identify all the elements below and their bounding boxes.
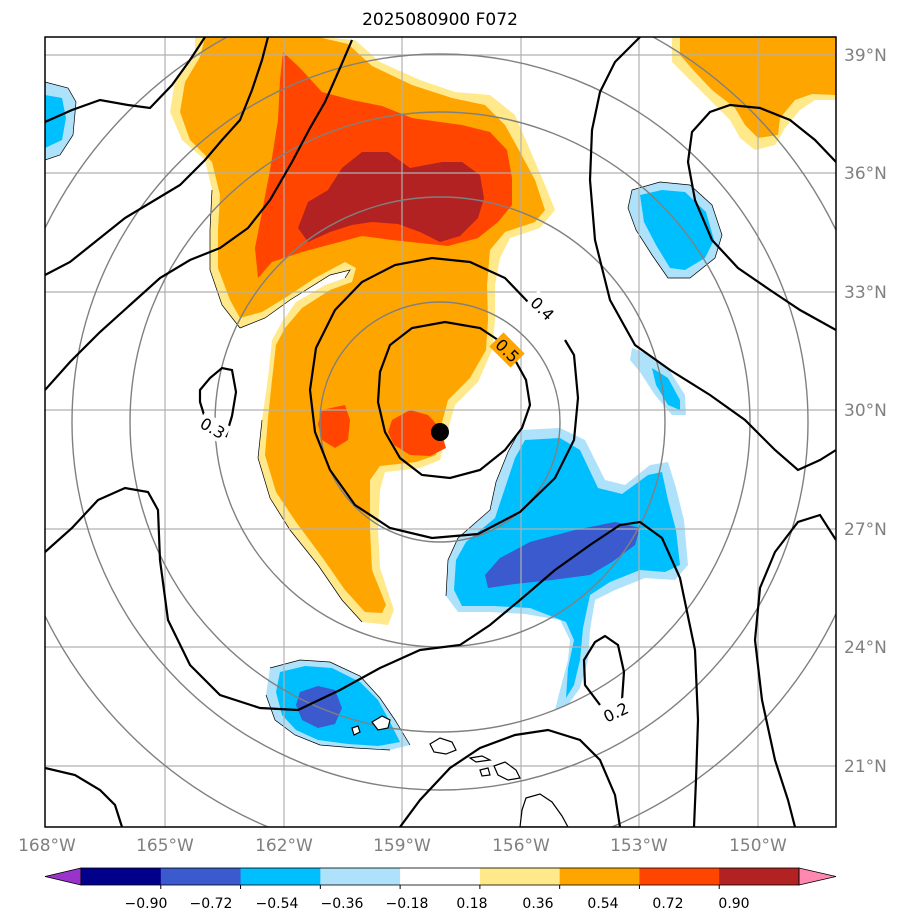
colorbar-segment <box>559 868 640 885</box>
west-blue <box>45 95 66 148</box>
colorbar-extend-low <box>44 867 82 886</box>
lon-label: 153°W <box>610 836 668 856</box>
ne-blue <box>640 190 714 270</box>
colorbar-extend-high <box>798 867 837 886</box>
map-content: 0.4 0.5 0.3 0.2 <box>45 37 836 827</box>
island-kauai <box>371 715 391 731</box>
colorbar-segment <box>400 868 481 885</box>
colorbar-segment <box>160 868 242 885</box>
lon-label: 156°W <box>492 836 550 856</box>
island-hawaii <box>519 793 569 827</box>
colorbar-tick-label: −0.90 <box>125 896 168 912</box>
storm-center-marker <box>431 423 449 441</box>
colorbar-tick-label: −0.18 <box>386 896 429 912</box>
coastlines <box>351 715 569 827</box>
island-oahu <box>429 737 457 755</box>
lat-label: 36°N <box>844 164 887 184</box>
island-molokai <box>468 755 492 763</box>
colorbar-tick-label: −0.72 <box>190 896 233 912</box>
colorbar-tick-label: 0.18 <box>456 896 487 912</box>
colorbar-tick-label: −0.54 <box>256 896 299 912</box>
lon-label: 159°W <box>373 836 431 856</box>
black-contours <box>45 37 836 827</box>
negative-anomaly-shading <box>45 82 722 750</box>
colorbar-tick-label: −0.36 <box>321 896 364 912</box>
map-title: 2025080900 F072 <box>362 10 518 30</box>
island-niihau <box>351 725 361 736</box>
colorbar-segment <box>719 868 800 885</box>
island-lanai <box>479 767 491 777</box>
colorbar-tick-label: 0.90 <box>718 896 749 912</box>
colorbar-segment <box>81 868 162 885</box>
map-frame <box>44 36 837 828</box>
lat-label: 39°N <box>844 46 887 66</box>
contour-label-bg <box>524 290 560 326</box>
contour-label-bg <box>195 411 231 445</box>
lat-label: 27°N <box>844 520 887 540</box>
colorbar-tick-label: 0.54 <box>587 896 618 912</box>
colorbar-frame <box>80 867 800 886</box>
colorbar-segment <box>320 868 401 885</box>
colorbar-segment <box>240 868 321 885</box>
island-maui <box>493 761 521 781</box>
shading-outlines <box>45 81 723 751</box>
lat-label: 30°N <box>844 401 887 421</box>
latitude-labels: 39°N 36°N 33°N 30°N 27°N 24°N 21°N <box>844 46 887 777</box>
red-patch-west <box>318 405 350 448</box>
lon-label: 168°W <box>18 836 76 856</box>
lat-label: 24°N <box>844 638 887 658</box>
colorbar-segment <box>639 868 720 885</box>
colorbar-tick-label: 0.72 <box>652 896 683 912</box>
lat-label: 33°N <box>844 283 887 303</box>
lon-label: 150°W <box>729 836 787 856</box>
contour-label-bg <box>489 332 525 368</box>
lat-label: 21°N <box>844 757 887 777</box>
lon-label: 162°W <box>255 836 313 856</box>
lon-label: 165°W <box>136 836 194 856</box>
colorbar <box>44 867 837 889</box>
dark-red-core <box>298 152 484 242</box>
contour-label-bg <box>598 696 634 728</box>
longitude-labels: 168°W 165°W 162°W 159°W 156°W 153°W 150°… <box>18 836 787 856</box>
east-strip-blue <box>652 368 680 410</box>
colorbar-tick-label: 0.36 <box>522 896 553 912</box>
colorbar-tick-labels: −0.90 −0.72 −0.54 −0.36 −0.18 0.18 0.36 … <box>125 896 750 912</box>
colorbar-segment <box>479 868 561 885</box>
